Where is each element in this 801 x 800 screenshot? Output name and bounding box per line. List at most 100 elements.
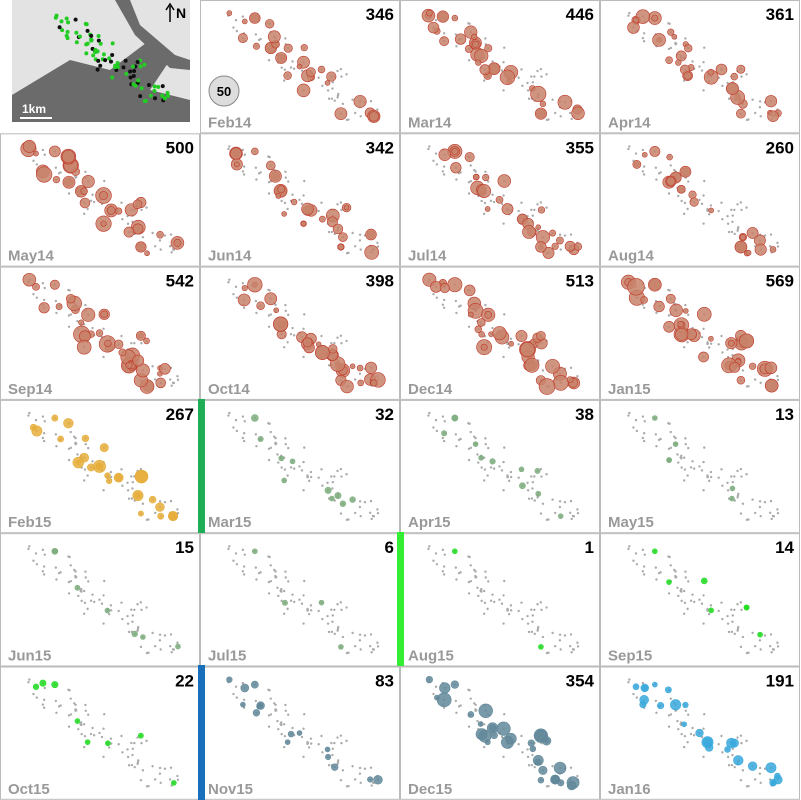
site-dot <box>477 461 480 464</box>
site-dot <box>339 201 343 204</box>
bubble <box>80 187 88 195</box>
site-dot <box>41 415 45 418</box>
site-dot <box>700 69 704 72</box>
bubble <box>708 607 714 614</box>
site-dot <box>121 751 124 754</box>
bubble <box>529 745 537 753</box>
site-dot <box>709 475 713 479</box>
site-dot <box>698 198 701 202</box>
site-dot <box>54 566 58 569</box>
site-dot <box>455 711 458 714</box>
site-dot <box>487 446 490 450</box>
bubble <box>79 197 91 209</box>
panel-frame <box>400 399 600 534</box>
site-dot <box>489 466 493 469</box>
site-dot <box>526 89 530 92</box>
site-dot <box>176 374 179 378</box>
site-dot <box>234 285 238 289</box>
panel-label: Oct15 <box>8 781 50 798</box>
site-dot <box>126 222 130 225</box>
inset-site <box>160 84 165 89</box>
site-dot <box>442 32 446 35</box>
inset-site <box>139 86 144 91</box>
site-dot <box>302 727 305 730</box>
bubble <box>296 730 303 736</box>
site-dot <box>358 772 362 775</box>
site-dot <box>691 726 694 730</box>
site-dot <box>576 645 580 648</box>
site-dot <box>530 475 533 478</box>
site-dot <box>655 578 658 581</box>
site-dot <box>234 685 238 688</box>
site-dot <box>102 355 105 359</box>
bubble <box>640 296 648 304</box>
bubble <box>426 9 433 17</box>
site-dot <box>336 736 339 739</box>
site-dot <box>768 511 772 515</box>
site-dot <box>269 713 273 716</box>
site-dot <box>368 511 372 515</box>
bubble <box>519 341 536 358</box>
site-dot <box>340 75 343 78</box>
site-dot <box>42 706 46 709</box>
site-dot <box>242 432 246 435</box>
site-dot <box>291 726 294 730</box>
site-dot <box>235 563 239 566</box>
site-dot <box>147 518 150 521</box>
bubble <box>327 216 338 228</box>
inset-site <box>96 38 101 43</box>
site-dot <box>227 147 230 151</box>
site-dot <box>267 447 271 451</box>
panel-count: 354 <box>566 672 595 691</box>
bubble <box>688 190 697 199</box>
site-dot <box>731 614 735 617</box>
site-dot <box>428 411 431 415</box>
site-dot <box>130 763 134 767</box>
site-dot <box>721 617 724 621</box>
site-dot <box>282 79 286 82</box>
site-dot <box>692 600 696 604</box>
site-dot <box>763 500 767 504</box>
site-dot <box>353 378 357 381</box>
site-dot <box>327 764 331 767</box>
site-dot <box>530 497 534 500</box>
site-dot <box>76 453 79 456</box>
site-dot <box>500 202 504 206</box>
site-dot <box>358 239 362 242</box>
bubble <box>702 737 713 747</box>
site-dot <box>536 603 539 606</box>
site-dot <box>684 437 687 440</box>
bubble <box>484 44 493 53</box>
site-dot <box>520 734 523 738</box>
site-dot <box>668 422 671 425</box>
site-dot <box>682 212 686 216</box>
site-dot <box>727 630 731 634</box>
site-dot <box>102 594 105 597</box>
site-dot <box>259 571 262 574</box>
site-dot <box>69 713 73 716</box>
site-dot <box>339 334 343 337</box>
site-dot <box>331 81 335 84</box>
site-dot <box>702 727 705 730</box>
site-dot <box>759 781 762 784</box>
bubble <box>81 175 95 189</box>
site-dot <box>489 599 493 602</box>
panel-label: Nov15 <box>208 781 253 798</box>
site-dot <box>140 208 143 212</box>
panel-frame <box>600 266 800 400</box>
site-dot <box>491 326 494 330</box>
site-dot <box>358 766 362 770</box>
site-dot <box>526 489 530 492</box>
site-dot <box>327 97 331 100</box>
site-dot <box>69 313 73 316</box>
site-dot <box>628 145 631 148</box>
site-dot <box>533 608 536 612</box>
site-dot <box>369 499 373 503</box>
site-dot <box>441 303 445 306</box>
site-dot <box>77 594 80 598</box>
bubble <box>63 418 74 429</box>
site-dot <box>702 594 705 597</box>
inset-site <box>84 22 89 27</box>
site-dot <box>82 612 86 615</box>
